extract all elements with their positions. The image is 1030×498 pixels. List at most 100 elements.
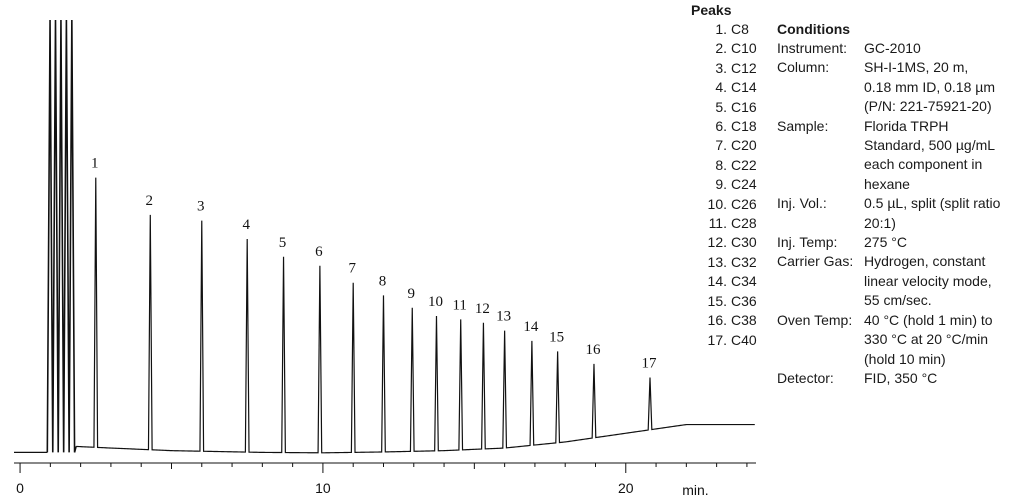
condition-label: Column: xyxy=(777,59,830,76)
condition-value-line: hexane xyxy=(864,175,910,192)
peak-legend-number: 8. xyxy=(715,156,727,173)
peak-legend-compound: C10 xyxy=(731,40,757,57)
peaks-legend-title: Peaks xyxy=(691,2,732,18)
condition-value-line: Standard, 500 µg/mL xyxy=(864,137,996,154)
peak-legend-compound: C36 xyxy=(731,292,757,309)
peak-legend-compound: C14 xyxy=(731,79,757,96)
peak-legend-item: 3. C12 xyxy=(690,59,776,78)
peak-legend-number: 3. xyxy=(715,59,727,76)
condition-value: 275 °C xyxy=(864,233,1027,252)
peak-legend-number: 5. xyxy=(715,98,727,115)
peak-legend-compound: C40 xyxy=(731,331,757,348)
peak-legend-item: 8. C22 xyxy=(690,156,776,175)
peak-number-label: 10 xyxy=(428,294,443,310)
condition-value-line: Hydrogen, constant xyxy=(864,253,986,270)
condition-value-line: SH-I-1MS, 20 m, xyxy=(864,59,969,76)
peak-legend-item: 5. C16 xyxy=(690,98,776,117)
conditions-title: Conditions xyxy=(777,21,851,37)
peak-legend-number: 13. xyxy=(707,253,727,270)
peak-legend-number: 6. xyxy=(715,118,727,135)
peak-number-label: 5 xyxy=(279,235,287,251)
peak-legend-item: 12. C30 xyxy=(690,233,776,252)
condition-label: Detector: xyxy=(777,369,834,386)
peak-legend-number: 12. xyxy=(707,234,727,251)
condition-value: FID, 350 °C xyxy=(864,369,1027,388)
peak-legend-number: 16. xyxy=(707,312,727,329)
peak-legend-item: 7. C20 xyxy=(690,136,776,155)
x-tick-label: 20 xyxy=(618,480,634,496)
condition-value-line: 0.18 mm ID, 0.18 µm xyxy=(864,78,995,95)
condition-value-line: each component in xyxy=(864,156,983,173)
condition-row: Oven Temp: 40 °C (hold 1 min) to 330 °C at… xyxy=(777,311,1027,369)
condition-label: Inj. Temp: xyxy=(777,234,838,251)
peak-legend-number: 7. xyxy=(715,137,727,154)
condition-label: Carrier Gas: xyxy=(777,253,854,270)
peak-number-label: 8 xyxy=(379,273,387,289)
peak-legend-item: 13. C32 xyxy=(690,253,776,272)
condition-label: Instrument: xyxy=(777,40,848,56)
peak-legend-number: 11. xyxy=(708,215,727,232)
peak-number-label: 6 xyxy=(315,244,323,260)
peak-number-label: 3 xyxy=(197,199,205,215)
x-axis-unit-label: min. xyxy=(682,482,708,498)
peak-number-label: 17 xyxy=(642,356,658,372)
condition-row: Column: SH-I-1MS, 20 m, 0.18 mm ID, 0.18 µ… xyxy=(777,58,1027,116)
peak-legend-number: 10. xyxy=(707,195,727,212)
condition-label: Sample: xyxy=(777,117,829,134)
condition-value-line: 330 °C at 20 °C/min xyxy=(864,331,989,348)
peak-legend-item: 15. C36 xyxy=(690,292,776,311)
condition-value-line: 55 cm/sec. xyxy=(864,292,932,309)
peak-legend-number: 1. xyxy=(715,21,727,37)
peak-number-label: 12 xyxy=(475,301,490,317)
peak-legend-compound: C32 xyxy=(731,253,757,270)
peak-legend-number: 2. xyxy=(715,40,727,57)
peak-number-label: 11 xyxy=(452,297,466,313)
peak-legend-item: 14. C34 xyxy=(690,272,776,291)
peak-legend-compound: C28 xyxy=(731,215,757,232)
peak-legend-compound: C26 xyxy=(731,195,757,212)
peaks-legend: Peaks 1. C8 2. C10 3. C12 4. C14 5. C16 6. C18 7. C20… xyxy=(690,1,776,350)
condition-row: Instrument: GC-2010 xyxy=(777,39,1027,58)
peak-legend-item: 1. C8 xyxy=(690,20,776,39)
plot-area xyxy=(14,19,755,454)
peak-legend-item: 9. C24 xyxy=(690,175,776,194)
condition-value-line: Florida TRPH xyxy=(864,117,949,134)
x-tick-label: 0 xyxy=(16,480,24,496)
peak-legend-item: 6. C18 xyxy=(690,117,776,136)
peak-number-label: 14 xyxy=(523,319,539,335)
peaks-legend-list: 1. C8 2. C10 3. C12 4. C14 5. C16 6. C18 7. C20 8. C22 9… xyxy=(690,20,776,350)
peak-number-label: 13 xyxy=(496,309,511,325)
peak-legend-number: 9. xyxy=(715,176,727,193)
peak-number-label: 4 xyxy=(242,217,250,233)
condition-value-line: 40 °C (hold 1 min) to xyxy=(864,311,993,328)
peak-legend-compound: C8 xyxy=(731,21,749,37)
peak-number-label: 1 xyxy=(91,156,99,172)
conditions-list: Instrument: GC-2010 Column: SH-I-1MS, 20 m,… xyxy=(777,39,1027,388)
condition-value: SH-I-1MS, 20 m, 0.18 mm ID, 0.18 µm (P/N: … xyxy=(864,58,1027,116)
condition-value: Hydrogen, constant linear velocity mode, 5… xyxy=(864,252,1027,310)
peak-legend-number: 14. xyxy=(707,273,727,290)
condition-value-line: 275 °C xyxy=(864,234,907,251)
condition-row: Inj. Temp: 275 °C xyxy=(777,233,1027,252)
condition-value: Florida TRPH Standard, 500 µg/mL each comp… xyxy=(864,117,1027,195)
condition-value-line: linear velocity mode, xyxy=(864,272,992,289)
peak-number-label: 2 xyxy=(146,193,154,209)
peak-legend-compound: C12 xyxy=(731,59,757,76)
condition-value-line: (P/N: 221-75921-20) xyxy=(864,98,992,115)
peak-legend-compound: C24 xyxy=(731,176,757,193)
peak-legend-number: 4. xyxy=(715,79,727,96)
peak-legend-compound: C16 xyxy=(731,98,757,115)
condition-value-line: 0.5 µL, split (split ratio xyxy=(864,195,1001,212)
peak-legend-number: 15. xyxy=(707,292,727,309)
peak-legend-item: 2. C10 xyxy=(690,39,776,58)
peak-legend-item: 4. C14 xyxy=(690,78,776,97)
condition-value: 0.5 µL, split (split ratio 20:1) xyxy=(864,194,1027,233)
chromatogram-trace xyxy=(76,177,755,454)
peak-legend-compound: C18 xyxy=(731,118,757,135)
condition-value: GC-2010 xyxy=(864,39,1027,58)
peak-legend-compound: C34 xyxy=(731,273,757,290)
peak-number-label: 7 xyxy=(348,261,356,277)
condition-label: Inj. Vol.: xyxy=(777,195,827,212)
